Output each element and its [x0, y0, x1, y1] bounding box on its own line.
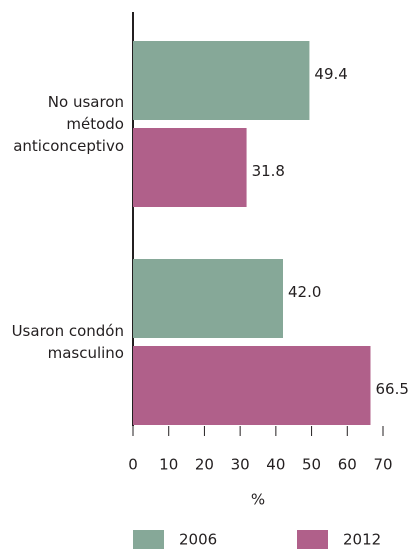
legend-swatch	[133, 530, 164, 549]
x-tick-label: 60	[338, 456, 357, 474]
category-label-line: anticonceptivo	[13, 137, 124, 155]
x-tick-label: 30	[231, 456, 250, 474]
x-tick-label: 40	[266, 456, 285, 474]
bar	[133, 259, 283, 338]
category-label: Usaron condón masculino	[12, 322, 124, 362]
legend-swatch	[297, 530, 328, 549]
category-label-line: No usaron	[48, 93, 124, 111]
value-label: 42.0	[288, 283, 321, 301]
x-tick-label: 70	[373, 456, 392, 474]
x-tick-label: 0	[128, 456, 138, 474]
category-label-line: masculino	[48, 344, 124, 362]
category-label: No usaron método anticonceptivo	[13, 93, 124, 155]
value-label: 49.4	[314, 65, 347, 83]
value-label: 31.8	[252, 162, 285, 180]
bar	[133, 346, 371, 425]
legend-label: 2012	[343, 531, 381, 549]
x-tick-label: 50	[302, 456, 321, 474]
x-axis-label: %	[251, 491, 265, 509]
category-label-line: método	[66, 115, 124, 133]
legend-label: 2006	[179, 531, 217, 549]
value-label: 66.5	[376, 380, 409, 398]
bar	[133, 128, 247, 207]
bar	[133, 41, 310, 120]
x-tick-label: 20	[195, 456, 214, 474]
x-tick-label: 10	[159, 456, 178, 474]
category-label-line: Usaron condón	[12, 322, 124, 340]
